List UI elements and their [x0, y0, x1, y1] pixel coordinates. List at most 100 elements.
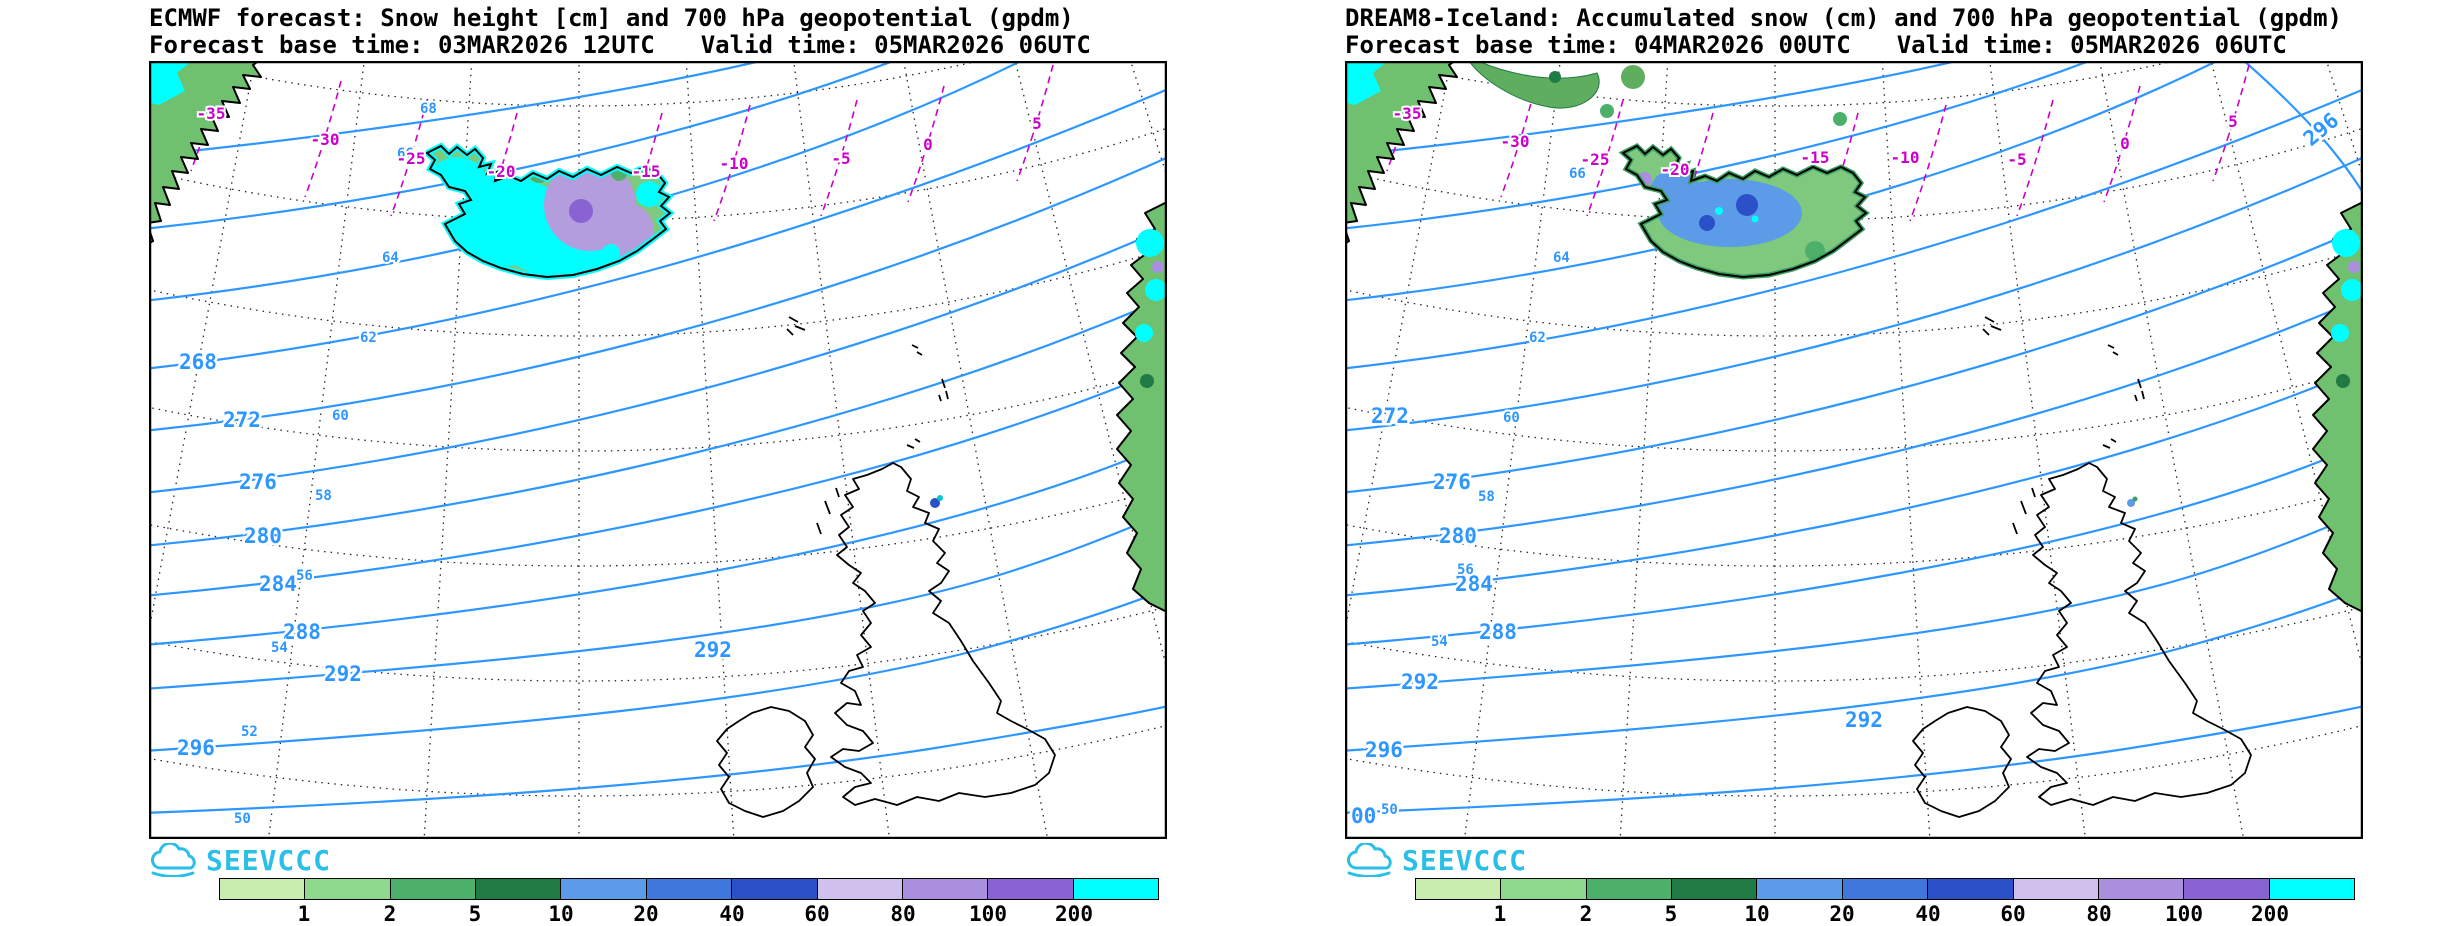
- isotherm-label: -15: [1801, 148, 1830, 167]
- isotherm-label: -10: [720, 154, 749, 173]
- contour-label-small: 54: [1431, 634, 1448, 650]
- isotherm-label: 5: [2228, 112, 2238, 131]
- contour-label: 292: [324, 662, 362, 686]
- contour-label-small: 58: [315, 488, 332, 504]
- contour-label: 280: [244, 524, 282, 548]
- seevccc-cloud-icon: [151, 843, 196, 877]
- colorbar-label: 2: [383, 902, 397, 926]
- forecast-times: Forecast base time: 04MAR2026 00UTC Valid…: [1345, 32, 2363, 59]
- contour-label: 296: [1365, 738, 1403, 762]
- contour-label-small: 68: [420, 101, 437, 117]
- colorbar-label: 40: [1915, 902, 1941, 926]
- map-ecmwf: 268 272 276 280 284 288 292 292 296 50 5…: [149, 61, 1167, 839]
- colorbar-cell: [1416, 879, 1502, 899]
- isotherm-label: -30: [1501, 132, 1530, 151]
- greenland-norway-coast: [149, 61, 1167, 616]
- contour-label-small: 62: [360, 330, 377, 346]
- colorbar-label: 10: [548, 902, 574, 926]
- isotherm-label: -25: [397, 149, 426, 168]
- colorbar-cell: [305, 879, 391, 899]
- colorbar-label: 60: [804, 902, 830, 926]
- colorbar-labels: 1 2 5 10 20 40 60 80 100 200: [219, 900, 1159, 926]
- snow-colorbar: [1415, 878, 2355, 900]
- panel-ecmwf: ECMWF forecast: Snow height [cm] and 700…: [0, 0, 1228, 926]
- colorbar-cell: [390, 879, 477, 899]
- colorbar-cell: [2269, 879, 2354, 899]
- panel-dream8: DREAM8-Iceland: Accumulated snow (cm) an…: [1228, 0, 2456, 926]
- isotherm-label: 5: [1032, 114, 1042, 133]
- colorbar-label: 200: [1055, 902, 1093, 926]
- colorbar-cell: [1928, 879, 2014, 899]
- temperature-labels: -35 -30 -25 -20 -15 -10 -5 0 5: [1391, 102, 2240, 181]
- colorbar-label: 80: [890, 902, 916, 926]
- colorbar-cell: [2184, 879, 2270, 899]
- isotherm-label: -15: [632, 162, 661, 181]
- geopotential-labels: 268 272 276 280 284 288 292 292 296 50 5…: [175, 99, 735, 829]
- contour-label-small: 60: [1503, 410, 1520, 426]
- contour-label: 276: [1433, 470, 1471, 494]
- base-time: Forecast base time: 04MAR2026 00UTC: [1345, 31, 1851, 59]
- colorbar-cell: [220, 879, 306, 899]
- colorbar-cell: [1586, 879, 1673, 899]
- contour-label: 296: [177, 736, 215, 760]
- colorbar-cell: [1501, 879, 1587, 899]
- map-dream8: 272 276 280 284 288 292 292 296 00 296 5…: [1345, 61, 2363, 839]
- scotland-snow-spot: [2127, 496, 2138, 507]
- colorbar-label: 20: [1829, 902, 1855, 926]
- contour-label-small: 52: [241, 724, 258, 740]
- contour-label-small: 66: [397, 146, 414, 162]
- panel-ecmwf-header: ECMWF forecast: Snow height [cm] and 700…: [149, 0, 1167, 59]
- logo-text: SEEVCCC: [206, 843, 332, 877]
- colorbar-cell: [1757, 879, 1843, 899]
- colorbar-cell: [1672, 879, 1758, 899]
- colorbar-label: 200: [2251, 902, 2289, 926]
- colorbar-label: 100: [2165, 902, 2203, 926]
- colorbar-cell: [988, 879, 1074, 899]
- colorbar-cell: [561, 879, 647, 899]
- colorbar-label: 100: [969, 902, 1007, 926]
- contour-label: 272: [223, 408, 261, 432]
- colorbar-label: 5: [468, 902, 482, 926]
- panel-dream8-header: DREAM8-Iceland: Accumulated snow (cm) an…: [1345, 0, 2363, 59]
- contour-label: 284: [1455, 572, 1493, 596]
- colorbar-label: 80: [2086, 902, 2112, 926]
- isotherm-label: 0: [2120, 134, 2130, 153]
- contour-label: 00: [1351, 804, 1376, 828]
- colorbar-label: 40: [719, 902, 745, 926]
- isotherm-label: -35: [197, 104, 226, 123]
- seevccc-logo: SEEVCCC: [1345, 842, 2363, 878]
- contour-label-small: 60: [332, 408, 349, 424]
- map-svg-dream8: 272 276 280 284 288 292 292 296 00 296 5…: [1345, 61, 2363, 839]
- colorbar-label: 5: [1664, 902, 1678, 926]
- contour-label: 292: [1401, 670, 1439, 694]
- colorbar-cell: [2013, 879, 2099, 899]
- colorbar-label: 1: [1493, 902, 1507, 926]
- greenland-extra-snow: [1468, 61, 1847, 126]
- snow-colorbar: [219, 878, 1159, 900]
- greenland-norway-coast: [1345, 61, 2363, 616]
- temperature-labels: -35 -30 -25 -20 -15 -10 -5 0 5: [195, 102, 1044, 183]
- contour-label: 280: [1439, 524, 1477, 548]
- uk-ireland-coastline: [716, 316, 1056, 818]
- uk-ireland-coastline: [1912, 316, 2252, 818]
- isotherm-label: -5: [831, 149, 850, 168]
- contour-label-small: 66: [1569, 166, 1586, 182]
- contour-label: 268: [179, 350, 217, 374]
- colorbar-cell: [902, 879, 989, 899]
- contour-label-small: 58: [1478, 489, 1495, 505]
- contour-label-small: 64: [1553, 250, 1570, 266]
- colorbar-label: 1: [297, 902, 311, 926]
- contour-label-small: 64: [382, 250, 399, 266]
- colorbar-cell: [2098, 879, 2185, 899]
- seevccc-cloud-icon: [1347, 843, 1392, 877]
- contour-label-small: 50: [1381, 802, 1398, 818]
- logo-text: SEEVCCC: [1402, 843, 1528, 877]
- scotland-snow-spot: [930, 495, 943, 508]
- contour-label: 272: [1371, 404, 1409, 428]
- isotherm-label: -5: [2007, 150, 2026, 169]
- contour-label: 288: [283, 620, 321, 644]
- contour-label: 288: [1479, 620, 1517, 644]
- isotherm-label: -30: [311, 130, 340, 149]
- colorbar-label: 60: [2000, 902, 2026, 926]
- colorbar-cell: [732, 879, 818, 899]
